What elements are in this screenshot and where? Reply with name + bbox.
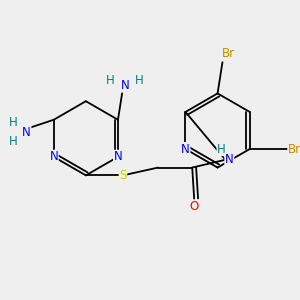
- Text: Br: Br: [222, 47, 235, 60]
- Text: H: H: [8, 135, 17, 148]
- Text: S: S: [119, 169, 127, 182]
- Text: O: O: [190, 200, 199, 213]
- Text: N: N: [181, 142, 190, 155]
- Text: N: N: [120, 79, 129, 92]
- Text: H: H: [106, 74, 115, 87]
- Text: N: N: [50, 150, 58, 163]
- Text: H: H: [135, 74, 144, 87]
- Text: H: H: [8, 116, 17, 129]
- Text: N: N: [22, 126, 31, 139]
- Text: N: N: [114, 150, 122, 163]
- Text: N: N: [225, 153, 234, 166]
- Text: Br: Br: [288, 142, 300, 155]
- Text: H: H: [217, 142, 226, 155]
